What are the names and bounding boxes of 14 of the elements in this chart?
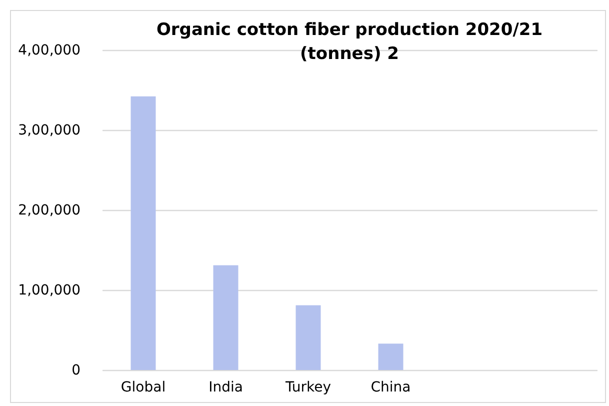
bar <box>130 96 156 370</box>
x-tick-label: India <box>208 380 243 396</box>
x-tick-label: Global <box>120 380 166 396</box>
bar <box>213 265 238 370</box>
y-tick-label: 0 <box>72 362 80 378</box>
bar <box>296 305 321 370</box>
x-tick-label: Turkey <box>284 380 332 396</box>
bar <box>378 344 404 370</box>
y-tick-label: 4,00,000 <box>18 42 80 58</box>
y-tick-label: 1,00,000 <box>18 282 80 298</box>
chart-title: Organic cotton fiber production 2020/21 (tonnes) 2 <box>156 20 543 64</box>
x-tick-label: China <box>370 380 411 396</box>
y-tick-label: 3,00,000 <box>18 122 80 138</box>
y-tick-label: 2,00,000 <box>18 202 80 218</box>
